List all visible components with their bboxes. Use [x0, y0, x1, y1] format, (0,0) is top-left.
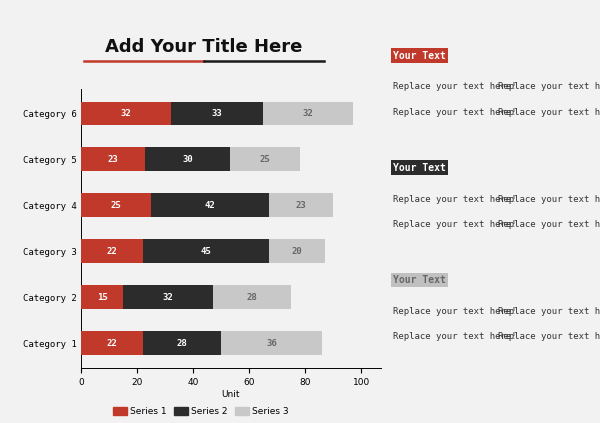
- Bar: [81, 102, 171, 126]
- Text: Replace your text here!: Replace your text here!: [393, 108, 517, 117]
- Text: Replace your text here!: Replace your text here!: [393, 332, 517, 341]
- Bar: [230, 148, 299, 171]
- Text: 20: 20: [292, 247, 302, 256]
- Bar: [151, 193, 269, 217]
- Text: Your Text: Your Text: [393, 275, 446, 285]
- Bar: [213, 286, 291, 309]
- Bar: [143, 239, 269, 264]
- Text: 45: 45: [200, 247, 211, 256]
- Bar: [81, 193, 151, 217]
- Text: 28: 28: [176, 339, 187, 348]
- Text: 15: 15: [97, 293, 107, 302]
- Legend: Series 1, Series 2, Series 3: Series 1, Series 2, Series 3: [110, 403, 292, 419]
- Bar: [123, 286, 213, 309]
- Text: Replace your text here!: Replace your text here!: [498, 332, 600, 341]
- Text: 42: 42: [205, 201, 215, 210]
- Text: 36: 36: [266, 339, 277, 348]
- Text: 32: 32: [303, 109, 313, 118]
- Text: 22: 22: [106, 247, 117, 256]
- Bar: [143, 331, 221, 355]
- Text: 25: 25: [110, 201, 121, 210]
- Text: Your Text: Your Text: [393, 51, 446, 61]
- Text: Replace your text here!: Replace your text here!: [393, 195, 517, 203]
- Text: 33: 33: [212, 109, 223, 118]
- Bar: [269, 193, 334, 217]
- Text: Add Your Title Here: Add Your Title Here: [106, 38, 302, 56]
- Text: 32: 32: [121, 109, 131, 118]
- Bar: [171, 102, 263, 126]
- Text: Replace your text here!: Replace your text here!: [393, 307, 517, 316]
- Text: Replace your text here!: Replace your text here!: [498, 307, 600, 316]
- Bar: [145, 148, 230, 171]
- Bar: [81, 331, 143, 355]
- Text: Your Text: Your Text: [393, 163, 446, 173]
- X-axis label: Unit: Unit: [222, 390, 240, 398]
- Text: 22: 22: [106, 339, 117, 348]
- Text: 28: 28: [247, 293, 257, 302]
- Bar: [81, 239, 143, 264]
- Text: 23: 23: [108, 155, 119, 164]
- Text: 23: 23: [296, 201, 307, 210]
- Bar: [81, 286, 123, 309]
- Bar: [269, 239, 325, 264]
- Bar: [81, 148, 145, 171]
- Text: 25: 25: [259, 155, 270, 164]
- Text: Replace your text here!: Replace your text here!: [393, 220, 517, 229]
- Text: Replace your text here!: Replace your text here!: [498, 82, 600, 91]
- Text: 30: 30: [182, 155, 193, 164]
- Text: 32: 32: [163, 293, 173, 302]
- Text: Replace your text here!: Replace your text here!: [498, 108, 600, 117]
- Text: Replace your text here!: Replace your text here!: [498, 195, 600, 203]
- Bar: [221, 331, 322, 355]
- Text: Replace your text here!: Replace your text here!: [393, 82, 517, 91]
- Bar: [263, 102, 353, 126]
- Text: Replace your text here!: Replace your text here!: [498, 220, 600, 229]
